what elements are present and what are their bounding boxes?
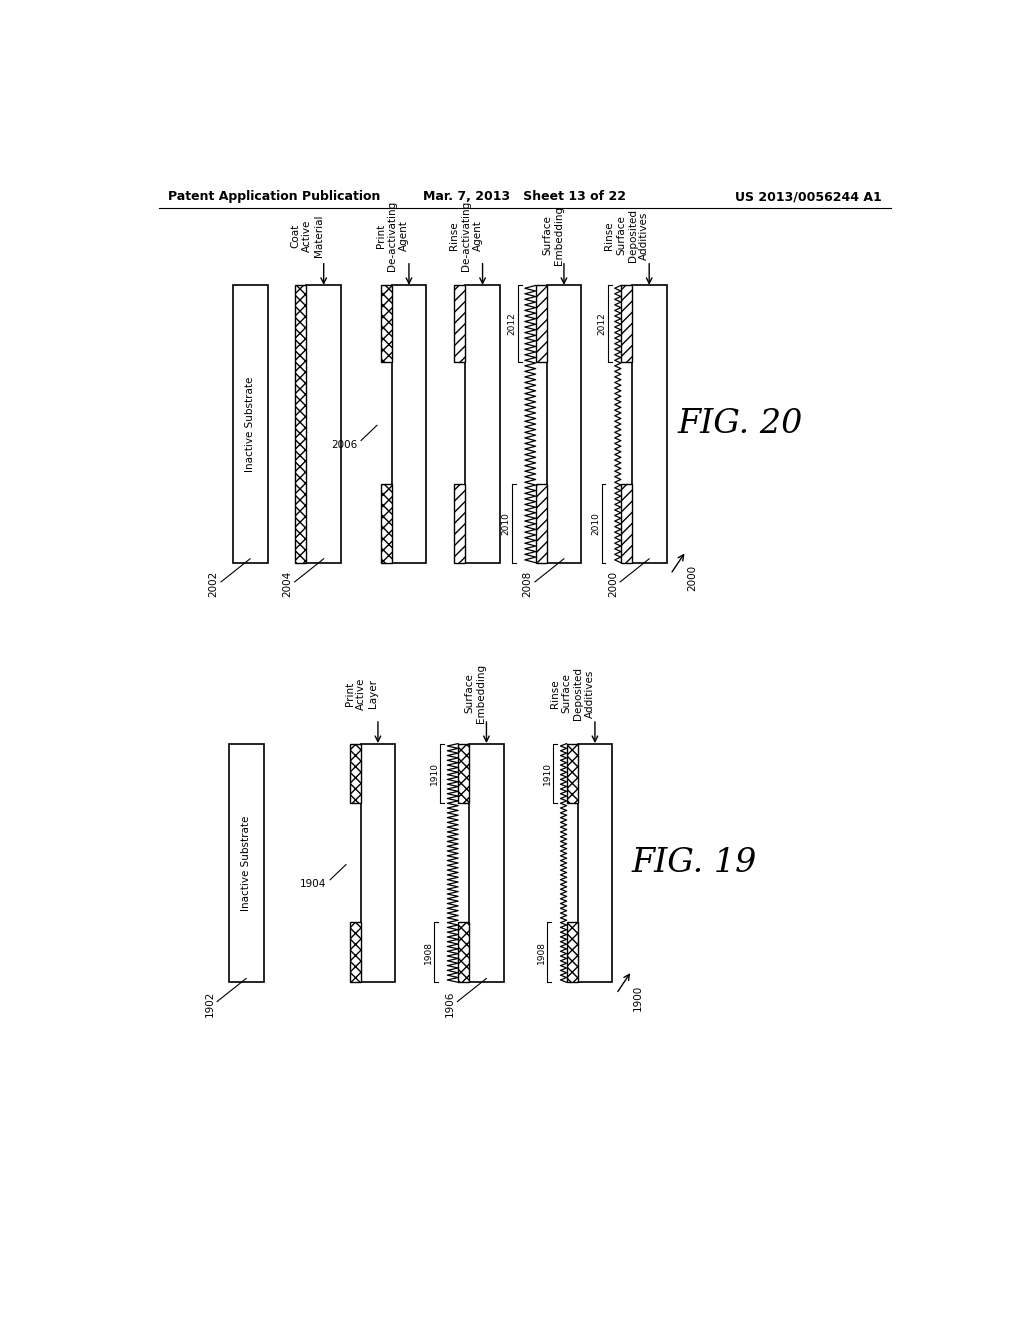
Bar (381, 484, 391, 562)
Text: Rinse
Surface
Deposited
Additives: Rinse Surface Deposited Additives (550, 667, 595, 719)
Text: 2008: 2008 (522, 572, 532, 598)
Text: US 2013/0056244 A1: US 2013/0056244 A1 (734, 190, 882, 203)
Text: Mar. 7, 2013   Sheet 13 of 22: Mar. 7, 2013 Sheet 13 of 22 (423, 190, 627, 203)
Text: 1904: 1904 (300, 879, 327, 890)
Bar (455, 484, 465, 562)
Bar (306, 285, 341, 562)
Text: Rinse
Surface
Deposited
Additives: Rinse Surface Deposited Additives (604, 209, 649, 261)
Text: 1902: 1902 (205, 991, 215, 1016)
Text: Print
Active
Layer: Print Active Layer (345, 677, 378, 710)
Bar (465, 285, 500, 562)
Text: 1910: 1910 (543, 762, 552, 785)
Bar (232, 285, 267, 562)
Bar (578, 743, 612, 982)
Bar (536, 484, 547, 562)
Text: 1906: 1906 (445, 991, 455, 1016)
Text: Surface
Embedding: Surface Embedding (543, 206, 564, 265)
Text: Inactive Substrate: Inactive Substrate (245, 376, 255, 471)
Text: FIG. 19: FIG. 19 (631, 847, 757, 879)
Text: 2000: 2000 (687, 565, 697, 591)
Bar (381, 285, 391, 363)
Text: 2012: 2012 (597, 313, 606, 335)
Text: 2006: 2006 (331, 440, 357, 450)
Text: Surface
Embedding: Surface Embedding (465, 664, 486, 723)
Text: 2010: 2010 (501, 512, 510, 535)
Bar (349, 923, 360, 982)
Bar (566, 923, 578, 982)
Bar (536, 285, 547, 363)
Text: 2004: 2004 (283, 572, 292, 598)
Bar (391, 285, 426, 562)
Bar (469, 743, 504, 982)
Bar (458, 743, 469, 803)
Text: 1910: 1910 (430, 762, 438, 785)
Text: Inactive Substrate: Inactive Substrate (242, 816, 251, 911)
Text: FIG. 20: FIG. 20 (678, 408, 803, 440)
Bar (349, 743, 360, 803)
Bar (360, 743, 395, 982)
Bar (228, 743, 263, 982)
Text: 2012: 2012 (507, 313, 516, 335)
Text: Print
De-activating
Agent: Print De-activating Agent (376, 201, 409, 271)
Text: 2002: 2002 (209, 572, 219, 598)
Bar (547, 285, 582, 562)
Bar (632, 285, 667, 562)
Bar (295, 285, 306, 562)
Text: Rinse
De-activating
Agent: Rinse De-activating Agent (450, 201, 482, 271)
Bar (621, 285, 632, 363)
Bar (566, 743, 578, 803)
Text: 1908: 1908 (537, 941, 546, 964)
Text: 2000: 2000 (608, 572, 617, 597)
Text: Coat
Active
Material: Coat Active Material (291, 214, 324, 256)
Text: 1908: 1908 (424, 941, 432, 964)
Text: 1900: 1900 (633, 985, 643, 1011)
Bar (458, 923, 469, 982)
Text: Patent Application Publication: Patent Application Publication (168, 190, 381, 203)
Text: 2010: 2010 (591, 512, 600, 535)
Bar (455, 285, 465, 363)
Bar (621, 484, 632, 562)
